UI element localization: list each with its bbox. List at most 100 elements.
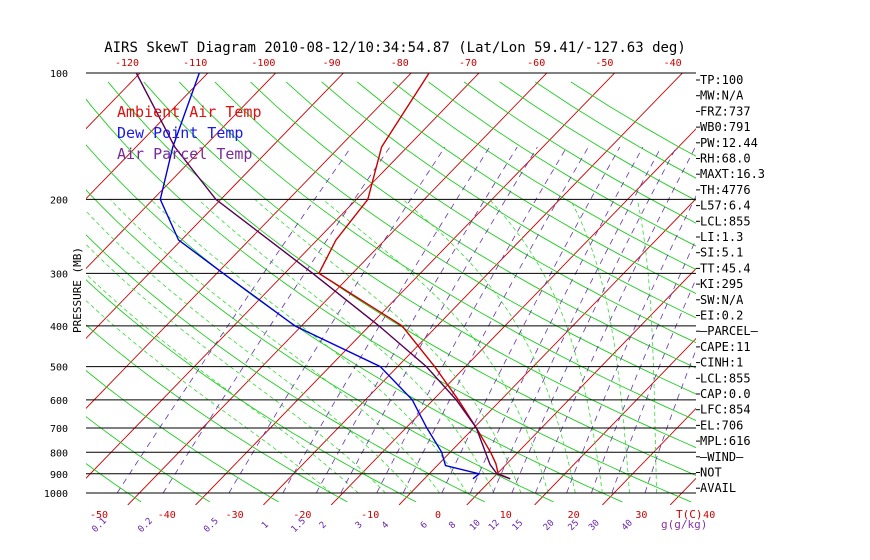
dry-adiabat-line [285,81,696,344]
top-temperature-tick-label: -60 [527,58,545,69]
stability-index-label: LCL:855 [700,371,751,385]
mixing-ratio-line [376,146,568,494]
stability-index-label: WB0:791 [700,120,751,134]
pressure-tick-label: 300 [50,269,68,280]
mixing-ratio-label: 30 [587,518,602,533]
mixing-ratio-unit-label: g(g/kg) [661,518,707,531]
bottom-temperature-tick-label: 20 [568,510,580,521]
mixing-ratio-line [566,195,696,494]
mixing-ratio-label: 40 [620,518,635,533]
stability-index-label: L57:6.4 [700,199,751,213]
bottom-temperature-tick-label: 30 [635,510,647,521]
mixing-ratio-line [402,146,589,494]
isotherm-line [0,72,73,505]
top-temperature-tick-label: -50 [595,58,613,69]
stability-index-label: FRZ:737 [700,104,751,118]
profile-lines [135,73,511,480]
top-temperature-tick-label: -100 [251,58,275,69]
isotherm-line [806,72,870,505]
bottom-temperature-tick-labels: -50 -40 -30 -20 -10 0 10 20 30 40 [90,510,715,521]
mixing-ratio-label: 20 [542,518,557,533]
dry-adiabat-line [86,189,554,503]
y-axis-label: PRESSURE (MB) [71,247,84,333]
legend: Ambient Air Temp Dew Point Temp Air Parc… [117,103,262,163]
chart-title: AIRS SkewT Diagram 2010-08-12/10:34:54.8… [104,40,686,56]
isotherm-line [466,268,696,505]
mixing-ratio-line [315,146,518,494]
top-temperature-tick-label: -110 [183,58,207,69]
bottom-temperature-tick-label: -20 [293,510,311,521]
legend-air-parcel-temp: Air Parcel Temp [117,145,252,163]
dry-adiabat-line [86,416,211,503]
mixing-ratio-label: 4 [380,520,391,531]
top-temperature-tick-labels: -120 -110 -100 -90 -80 -70 -60 -50 -40 [115,58,682,69]
moist-adiabat-line [86,210,413,494]
stability-index-label: CINH:1 [700,356,743,370]
pressure-tick-label: 600 [50,396,68,407]
top-temperature-tick-label: -40 [664,58,682,69]
isotherm-line [738,72,870,505]
stability-index-label: LI:1.3 [700,230,743,244]
mixing-ratio-label: 6 [419,520,430,531]
mixing-ratio-label: 2 [318,520,329,531]
dry-adiabat-line [86,234,486,503]
dry-adiabat-line [0,82,72,502]
pressure-tick-label: 800 [50,448,68,459]
stability-index-label: RH:68.0 [700,152,751,166]
top-temperature-tick-label: -90 [323,58,341,69]
isotherm-line [86,73,209,200]
mixing-ratio-line [116,146,352,494]
legend-dew-point-temp: Dew Point Temp [117,124,243,142]
moist-adiabat-line [254,199,522,494]
stability-index-label: SW:N/A [700,293,744,307]
dry-adiabat-line [86,98,692,503]
stability-index-label: LFC:854 [700,403,751,417]
isotherm-line [86,73,412,409]
isotherm-line [195,73,616,505]
isotherm-line [602,407,696,505]
stability-index-label: TH:4776 [700,183,751,197]
mixing-ratio-line [228,146,446,494]
moist-adiabat-line [86,243,386,494]
pressure-tick-label: 500 [50,363,68,374]
stability-index-label: NOT [700,466,722,480]
dry-adiabat-line [86,144,623,503]
mixing-ratio-label: 0.5 [202,516,221,535]
mixing-ratio-label: 10 [468,518,483,533]
dew-point-temp-profile-line [159,73,481,480]
mixing-ratio-label: 15 [511,518,526,533]
stability-index-label: TP:100 [700,73,743,87]
bottom-temperature-tick-label: 10 [500,510,512,521]
mixing-ratio-line [492,146,662,494]
stability-index-label: MAXT:16.3 [700,167,765,181]
bottom-temperature-tick-label: -10 [361,510,379,521]
dry-adiabat-line [178,81,696,421]
mixing-ratio-line [340,146,538,494]
air-parcel-temp-profile-line [135,73,511,480]
stability-index-label: EI:0.2 [700,309,743,323]
dry-adiabat-line [321,81,696,319]
mixing-ratio-line [535,146,696,494]
isotherm-line [0,72,5,505]
pressure-tick-label: 1000 [44,489,68,500]
mixing-ratio-line [441,146,621,494]
stability-index-label: CAPE:11 [700,340,751,354]
pressure-tick-labels: 100 200 300 400 500 600 700 800 900 1000 [44,69,68,500]
stability-index-label: —PARCEL— [700,324,759,338]
moist-adiabat-line [150,199,468,494]
ambient-air-temp-profile-line [317,73,511,480]
dry-adiabat-line [214,81,696,395]
dry-adiabat-line [107,81,696,476]
pressure-tick-label: 200 [50,195,68,206]
stability-index-label: TT:45.4 [700,261,751,275]
dry-adiabat-line [86,279,417,503]
stability-index-label: KI:295 [700,277,743,291]
temperature-unit-label: T(C) [676,508,703,521]
bottom-temperature-tick-label: 0 [435,510,441,521]
isotherm-line [330,128,696,505]
dry-adiabat-line [392,81,696,271]
top-temperature-tick-label: -80 [391,58,409,69]
pressure-tick-label: 900 [50,470,68,481]
